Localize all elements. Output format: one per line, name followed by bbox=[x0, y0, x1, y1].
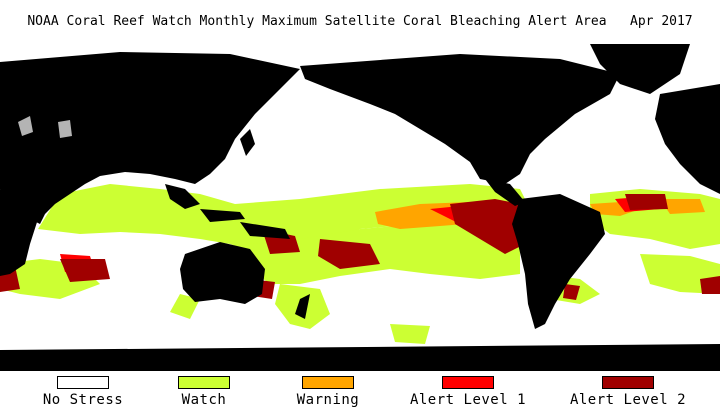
alert2-areas bbox=[0, 194, 720, 300]
legend-swatch bbox=[442, 376, 494, 389]
legend-swatch bbox=[302, 376, 354, 389]
no-data-areas bbox=[18, 116, 72, 138]
legend-label: Watch bbox=[181, 392, 227, 408]
legend-label: No Stress bbox=[42, 392, 124, 408]
legend-item-warning: Warning bbox=[263, 374, 393, 408]
map-canvas bbox=[0, 44, 720, 371]
legend-item-alert-level-2: Alert Level 2 bbox=[563, 374, 693, 408]
legend-label: Alert Level 2 bbox=[569, 392, 687, 408]
legend-label: Warning bbox=[296, 392, 360, 408]
legend-swatch bbox=[602, 376, 654, 389]
legend-label: Alert Level 1 bbox=[409, 392, 527, 408]
legend: No Stress Watch Warning Alert Level 1 Al… bbox=[0, 374, 720, 411]
legend-item-alert-level-1: Alert Level 1 bbox=[403, 374, 533, 408]
alert-area-map bbox=[0, 44, 720, 371]
map-title: NOAA Coral Reef Watch Monthly Maximum Sa… bbox=[27, 14, 693, 29]
legend-swatch bbox=[178, 376, 230, 389]
land bbox=[0, 44, 720, 371]
legend-swatch bbox=[57, 376, 109, 389]
legend-item-watch: Watch bbox=[139, 374, 269, 408]
legend-item-no-stress: No Stress bbox=[18, 374, 148, 408]
